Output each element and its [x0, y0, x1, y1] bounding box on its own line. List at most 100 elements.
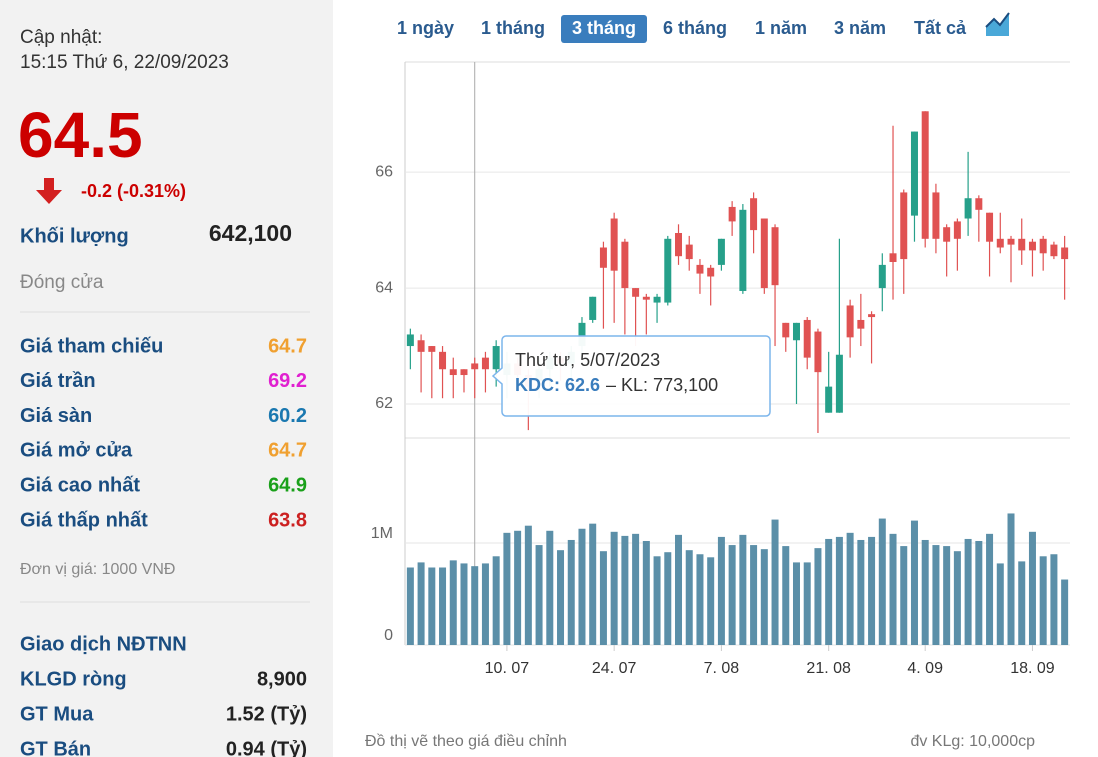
volume-bar: [910, 520, 918, 645]
candle-body: [857, 319, 865, 329]
candle-body: [835, 354, 843, 413]
range-button[interactable]: 3 tháng: [561, 15, 647, 43]
volume-bar: [1028, 531, 1036, 645]
volume-bar: [717, 536, 725, 645]
volume-bar: [750, 545, 758, 645]
stat-value: 64.9: [268, 474, 307, 496]
volume-bar: [728, 545, 736, 645]
candle-body: [707, 267, 715, 277]
range-label: 1 tháng: [481, 18, 545, 38]
price: 64.5: [18, 99, 143, 171]
candle-body: [728, 206, 736, 222]
volume-bar: [900, 546, 908, 645]
tooltip-rest: – KL: 773,100: [606, 375, 718, 395]
x-tick-label: 21. 08: [806, 660, 851, 677]
volume-bar: [921, 539, 929, 645]
candle-body: [471, 363, 479, 370]
candle-body: [996, 238, 1004, 248]
foreign-value: 1.52 (Tỷ): [226, 703, 307, 725]
stat-label: Giá tham chiếu: [20, 335, 163, 357]
volume-bar: [996, 563, 1004, 645]
change: -0.2 (-0.31%): [81, 181, 186, 201]
volume-bar: [868, 536, 876, 645]
stat-value: 63.8: [268, 509, 307, 531]
volume-bar: [1018, 561, 1026, 645]
stat-value: 64.7: [268, 335, 307, 357]
candle-body: [1018, 238, 1026, 251]
y-tick-label: 64: [375, 279, 393, 296]
volume-tick-label: 1M: [371, 525, 393, 542]
volume-bar: [964, 538, 972, 645]
range-button[interactable]: Tất cả: [914, 18, 967, 38]
volume-bar: [621, 535, 629, 645]
candle-body: [481, 357, 489, 370]
range-button[interactable]: 1 tháng: [481, 18, 545, 38]
range-button[interactable]: 6 tháng: [663, 18, 727, 38]
stat-label: Giá trần: [20, 370, 96, 392]
volume-bar: [428, 567, 436, 645]
range-label: 1 ngày: [397, 18, 454, 38]
volume-bar: [760, 549, 768, 645]
volume-bar: [567, 539, 575, 645]
note-right: đv KLg: 10,000cp: [910, 733, 1035, 750]
range-button[interactable]: 3 năm: [834, 18, 886, 38]
tooltip-label: KDC: 62.6: [515, 375, 600, 395]
volume-bar: [471, 566, 479, 645]
foreign-value: 0.94 (Tỷ): [226, 738, 307, 757]
candle-body: [739, 209, 747, 291]
volume-bar: [707, 557, 715, 645]
candle-body: [868, 314, 876, 318]
range-active-bg: [561, 15, 647, 43]
candle-body: [750, 198, 758, 231]
candle-body: [964, 198, 972, 219]
candle-body: [632, 288, 640, 297]
candle-body: [664, 238, 672, 303]
volume-value: 642,100: [209, 220, 292, 246]
volume-bar: [578, 528, 586, 645]
y-tick-label: 62: [375, 395, 393, 412]
candle-body: [417, 340, 425, 352]
candle-body: [889, 253, 897, 262]
volume-bar: [825, 538, 833, 645]
volume-bar: [481, 563, 489, 645]
candle-body: [986, 212, 994, 242]
update-label: Cập nhật:: [20, 27, 102, 48]
volume-bar: [975, 540, 983, 645]
candle-body: [846, 305, 854, 338]
range-buttons: 1 ngày 1 tháng 3 tháng 6 tháng 1 năm 3 năm Tất…: [397, 15, 967, 43]
volume-bar: [771, 519, 779, 645]
stat-label: Giá cao nhất: [20, 474, 140, 496]
tooltip: Thứ tư, 5/07/2023 KDC: 62.6 – KL: 773,100: [491, 335, 771, 417]
volume-bar: [739, 534, 747, 645]
range-button[interactable]: 1 ngày: [397, 18, 454, 38]
down-arrow: [36, 178, 62, 204]
volume-bar: [632, 533, 640, 645]
volume-bar: [792, 562, 800, 645]
range-label: 1 năm: [755, 18, 807, 38]
range-button[interactable]: 1 năm: [755, 18, 807, 38]
volume-bar: [696, 554, 704, 645]
x-tick-label: 4. 09: [907, 660, 943, 677]
candle-body: [653, 296, 661, 303]
foreign-value: 8,900: [257, 668, 307, 690]
icon-area: [986, 13, 1009, 36]
volume-bar: [439, 567, 447, 645]
volume-bar: [1007, 513, 1015, 645]
candle-body: [921, 111, 929, 239]
volume-bar: [503, 532, 511, 645]
chart-type-icon[interactable]: [985, 12, 1010, 37]
volume-bar: [1039, 556, 1047, 645]
tooltip-box: [491, 335, 771, 417]
candle-body: [449, 369, 457, 376]
volume-bar: [1050, 554, 1058, 645]
x-tick-label: 24. 07: [592, 660, 637, 677]
candle-body: [814, 331, 822, 373]
candle-body: [406, 334, 414, 347]
x-tick-label: 18. 09: [1010, 660, 1055, 677]
volume-bar: [685, 550, 693, 645]
volume-bar: [535, 545, 543, 645]
candle-body: [792, 322, 800, 341]
stat-label: Giá thấp nhất: [20, 509, 148, 531]
unit-note: Đơn vị giá: 1000 VNĐ: [20, 561, 175, 578]
volume-bar: [986, 533, 994, 645]
